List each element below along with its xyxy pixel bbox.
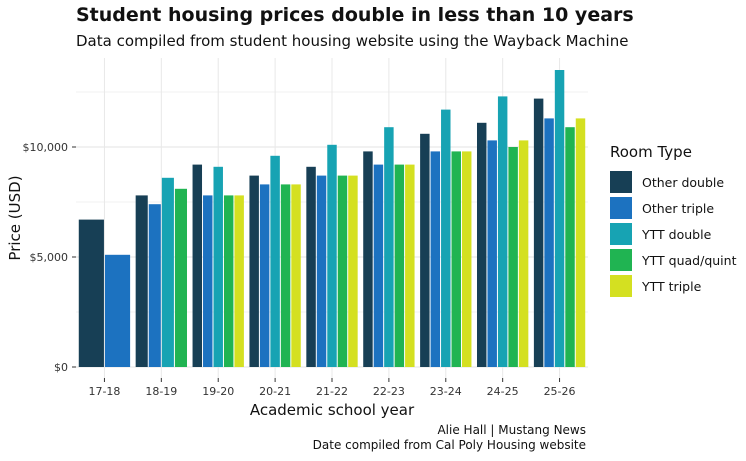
legend: Room Type Other double Other triple YTT do… xyxy=(610,143,736,299)
bar xyxy=(316,175,327,367)
legend-label: YTT triple xyxy=(642,278,702,294)
bar xyxy=(554,70,565,367)
bar xyxy=(497,96,508,368)
bar xyxy=(373,164,384,367)
caption-source: Date compiled from Cal Poly Housing webs… xyxy=(312,438,586,452)
bar xyxy=(234,195,244,367)
chart-subtitle: Data compiled from student housing websi… xyxy=(76,32,629,50)
bar xyxy=(420,133,430,367)
bar xyxy=(430,151,441,367)
bar xyxy=(337,175,348,367)
bar xyxy=(259,184,270,367)
y-tick-label: $10,000 xyxy=(23,141,69,154)
legend-swatch xyxy=(610,249,632,271)
x-tick-label: 25-26 xyxy=(544,385,576,398)
x-tick-label: 19-20 xyxy=(202,385,234,398)
chart-title: Student housing prices double in less th… xyxy=(76,4,634,26)
bar xyxy=(306,166,316,367)
bar xyxy=(348,175,358,367)
legend-item: YTT double xyxy=(610,221,736,247)
bar xyxy=(291,184,301,367)
x-tick-label: 18-19 xyxy=(145,385,177,398)
bar xyxy=(394,164,405,367)
x-tick-label: 20-21 xyxy=(259,385,291,398)
bar xyxy=(104,254,131,367)
bar xyxy=(441,109,451,367)
bar xyxy=(518,140,529,367)
x-tick-label: 23-24 xyxy=(430,385,462,398)
bar xyxy=(363,151,373,367)
bar xyxy=(575,118,586,368)
legend-swatch xyxy=(610,197,632,219)
bar xyxy=(213,166,223,367)
bar xyxy=(533,98,544,367)
legend-label: YTT quad/quint xyxy=(642,252,737,268)
bar xyxy=(476,122,487,367)
bar xyxy=(544,118,554,368)
bar xyxy=(384,127,394,367)
bar xyxy=(327,144,337,367)
y-axis-title: Price (USD) xyxy=(6,175,24,260)
bar xyxy=(508,147,518,367)
bar xyxy=(451,151,461,367)
bar xyxy=(135,195,148,367)
y-tick-label: $0 xyxy=(54,361,68,374)
bar xyxy=(78,219,104,367)
x-axis-title: Academic school year xyxy=(250,401,415,419)
legend-swatch xyxy=(610,223,632,245)
bar xyxy=(249,175,259,367)
legend-title: Room Type xyxy=(610,143,692,161)
bar xyxy=(270,155,280,367)
y-tick-label: $5,000 xyxy=(30,251,69,264)
bar xyxy=(461,151,472,367)
legend-item: Other triple xyxy=(610,195,736,221)
bar xyxy=(487,140,497,367)
bar xyxy=(223,195,234,367)
caption-author: Alie Hall | Mustang News xyxy=(437,423,586,437)
legend-label: Other double xyxy=(642,174,725,190)
bar xyxy=(203,195,213,367)
legend-item: YTT triple xyxy=(610,273,736,299)
bar xyxy=(280,184,291,367)
bar xyxy=(161,177,174,367)
legend-swatch xyxy=(610,171,632,193)
legend-label: YTT double xyxy=(642,226,712,242)
bar xyxy=(405,164,415,367)
legend-item: Other double xyxy=(610,169,736,195)
legend-swatch xyxy=(610,275,632,297)
x-tick-label: 22-23 xyxy=(373,385,405,398)
x-tick-label: 17-18 xyxy=(88,385,120,398)
bar xyxy=(174,188,188,367)
bar xyxy=(565,127,575,367)
legend-item: YTT quad/quint xyxy=(610,247,736,273)
x-tick-label: 24-25 xyxy=(487,385,519,398)
x-tick-label: 21-22 xyxy=(316,385,348,398)
bar xyxy=(148,204,161,367)
bar xyxy=(192,164,203,367)
legend-label: Other triple xyxy=(642,200,715,216)
